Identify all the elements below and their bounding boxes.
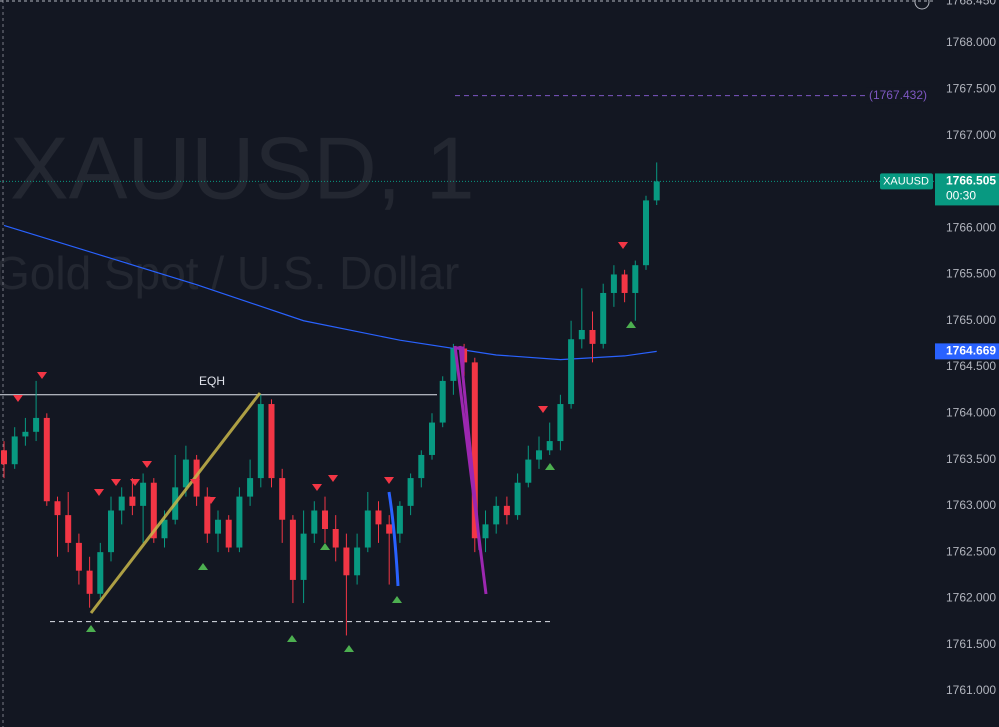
candle-body: [418, 454, 425, 479]
price-axis: [935, 0, 999, 727]
last-price-tag: [935, 173, 999, 206]
candle-body: [236, 496, 243, 548]
y-tick-label: 1767.000: [946, 128, 996, 142]
y-tick-label: 1768.450: [946, 0, 996, 8]
candle-body: [429, 422, 435, 455]
candle-body: [279, 478, 286, 520]
candle-body: [86, 570, 93, 594]
plot: EQH (1767.432): [0, 87, 935, 636]
candle-body: [621, 274, 628, 293]
ma-tag: [935, 343, 999, 360]
candle-body: [364, 510, 371, 548]
candle-body: [129, 496, 136, 506]
candle-body: [118, 496, 125, 511]
y-tick-label: 1765.000: [946, 313, 996, 327]
candle-body: [33, 417, 40, 432]
y-tick-label: 1764.000: [946, 405, 996, 419]
buy-signals: [86, 321, 636, 652]
candle-body: [407, 478, 414, 506]
candle-body: [343, 547, 350, 576]
symbol-tag-label: XAUUSD: [883, 175, 929, 187]
y-tick-label: 1768.000: [946, 35, 996, 49]
candle-body: [150, 482, 157, 539]
trend-line: [89, 392, 262, 614]
candle-body: [450, 348, 457, 381]
candle-body: [268, 404, 275, 479]
candle-body: [568, 339, 575, 405]
candle-body: [386, 524, 393, 534]
candle-body: [140, 482, 147, 506]
candle-body: [653, 181, 660, 201]
candle-body: [54, 501, 61, 516]
y-tick-label: 1765.500: [946, 267, 996, 281]
candle-body: [182, 459, 189, 488]
candle-body: [493, 505, 500, 525]
candle-body: [225, 519, 232, 548]
candle-body: [204, 496, 211, 534]
candle-body: [610, 274, 617, 293]
y-tick-label: 1761.500: [946, 637, 996, 651]
alert-label: (1767.432): [869, 88, 927, 102]
y-tick-label: 1763.500: [946, 452, 996, 466]
candle-body: [375, 510, 382, 525]
candle-body: [11, 436, 18, 465]
eqh-label: EQH: [199, 374, 225, 388]
candle-body: [600, 292, 607, 344]
candle-body: [482, 524, 489, 539]
candle-body: [439, 380, 446, 423]
candle-body: [97, 552, 104, 594]
countdown-label: 00:30: [946, 189, 976, 203]
y-tick-label: 1767.500: [946, 81, 996, 95]
alert-label-bg: [866, 87, 930, 104]
y-tick-label: 1761.000: [946, 683, 996, 697]
candle-body: [322, 510, 328, 530]
candle-body: [589, 329, 596, 344]
candle-body: [557, 404, 564, 442]
candle-body: [65, 515, 72, 543]
candle-body: [289, 519, 296, 580]
y-tick-label: 1762.000: [946, 591, 996, 605]
candle-body: [578, 329, 585, 340]
candle-body: [257, 404, 264, 479]
candle-body: [632, 265, 639, 293]
watermark-name: Gold Spot / U.S. Dollar: [0, 247, 459, 299]
candle-body: [311, 510, 318, 534]
candle-body: [193, 459, 200, 497]
candle-body: [300, 533, 307, 580]
candle-body: [161, 519, 168, 539]
y-tick-label: 1766.000: [946, 220, 996, 234]
candle-body: [43, 417, 50, 502]
candle-body: [525, 459, 532, 483]
y-tick-label: 1763.000: [946, 498, 996, 512]
candle-body: [22, 431, 29, 437]
watermark-symbol: XAUUSD, 1: [10, 118, 475, 217]
candle-body: [75, 542, 82, 571]
candle-body: [108, 510, 114, 553]
candle-body: [247, 478, 254, 497]
blue-drawing: [387, 491, 400, 587]
moving-average: [3, 224, 657, 361]
candle-body: [536, 450, 542, 460]
add-button[interactable]: [914, 0, 930, 10]
candle-body: [471, 362, 478, 539]
candle-body: [514, 482, 521, 516]
candle-body: [396, 505, 403, 534]
purple-drawing: [453, 345, 488, 595]
candle-body: [503, 505, 510, 516]
symbol-tag: [880, 173, 933, 190]
y-tick-label: 1764.500: [946, 359, 996, 373]
candle-body: [1, 450, 7, 465]
ma-tag-label: 1764.669: [946, 344, 996, 358]
sell-signals: [13, 242, 628, 504]
candle-body: [354, 547, 361, 576]
candle-body: [332, 529, 339, 548]
y-tick-label: 1762.500: [946, 544, 996, 558]
candle-body: [215, 519, 221, 534]
candle-body: [643, 200, 649, 266]
last-price-label: 1766.505: [946, 174, 996, 188]
candle-body: [546, 441, 553, 451]
